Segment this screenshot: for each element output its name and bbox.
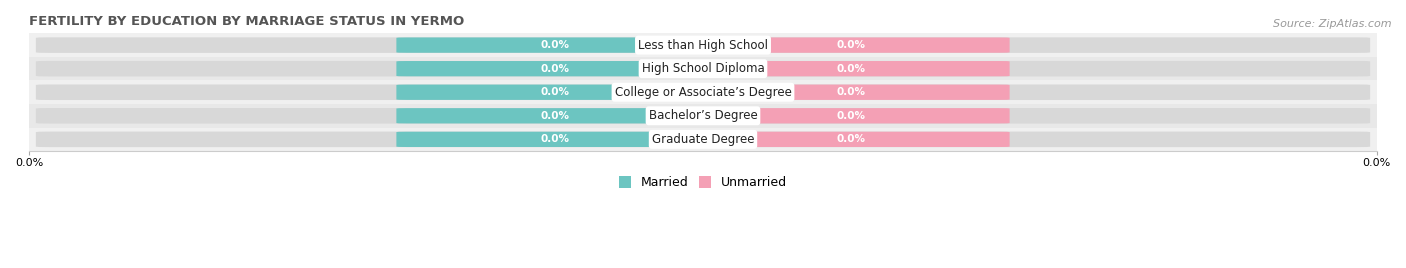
Text: 0.0%: 0.0% — [837, 111, 866, 121]
Text: Bachelor’s Degree: Bachelor’s Degree — [648, 109, 758, 122]
FancyBboxPatch shape — [693, 108, 1010, 124]
FancyBboxPatch shape — [693, 38, 1010, 53]
Text: 0.0%: 0.0% — [540, 64, 569, 74]
FancyBboxPatch shape — [396, 85, 713, 100]
Text: FERTILITY BY EDUCATION BY MARRIAGE STATUS IN YERMO: FERTILITY BY EDUCATION BY MARRIAGE STATU… — [30, 15, 464, 28]
Bar — [30, 128, 1376, 151]
Text: College or Associate’s Degree: College or Associate’s Degree — [614, 86, 792, 99]
FancyBboxPatch shape — [37, 108, 1369, 124]
FancyBboxPatch shape — [37, 84, 1369, 100]
FancyBboxPatch shape — [396, 132, 713, 147]
FancyBboxPatch shape — [37, 37, 1369, 53]
Text: High School Diploma: High School Diploma — [641, 62, 765, 75]
Text: 0.0%: 0.0% — [837, 64, 866, 74]
Text: Graduate Degree: Graduate Degree — [652, 133, 754, 146]
Text: 0.0%: 0.0% — [540, 40, 569, 50]
Text: Source: ZipAtlas.com: Source: ZipAtlas.com — [1274, 19, 1392, 29]
Text: 0.0%: 0.0% — [540, 134, 569, 144]
FancyBboxPatch shape — [396, 61, 713, 76]
Text: 0.0%: 0.0% — [837, 134, 866, 144]
FancyBboxPatch shape — [396, 38, 713, 53]
FancyBboxPatch shape — [396, 108, 713, 124]
Text: 0.0%: 0.0% — [837, 87, 866, 97]
FancyBboxPatch shape — [693, 85, 1010, 100]
Bar — [30, 80, 1376, 104]
FancyBboxPatch shape — [37, 132, 1369, 147]
FancyBboxPatch shape — [37, 61, 1369, 76]
Legend: Married, Unmarried: Married, Unmarried — [613, 171, 793, 194]
Bar — [30, 57, 1376, 80]
Text: 0.0%: 0.0% — [540, 87, 569, 97]
Text: 0.0%: 0.0% — [837, 40, 866, 50]
FancyBboxPatch shape — [693, 61, 1010, 76]
Text: Less than High School: Less than High School — [638, 39, 768, 52]
Bar — [30, 104, 1376, 128]
FancyBboxPatch shape — [693, 132, 1010, 147]
Text: 0.0%: 0.0% — [540, 111, 569, 121]
Bar — [30, 33, 1376, 57]
